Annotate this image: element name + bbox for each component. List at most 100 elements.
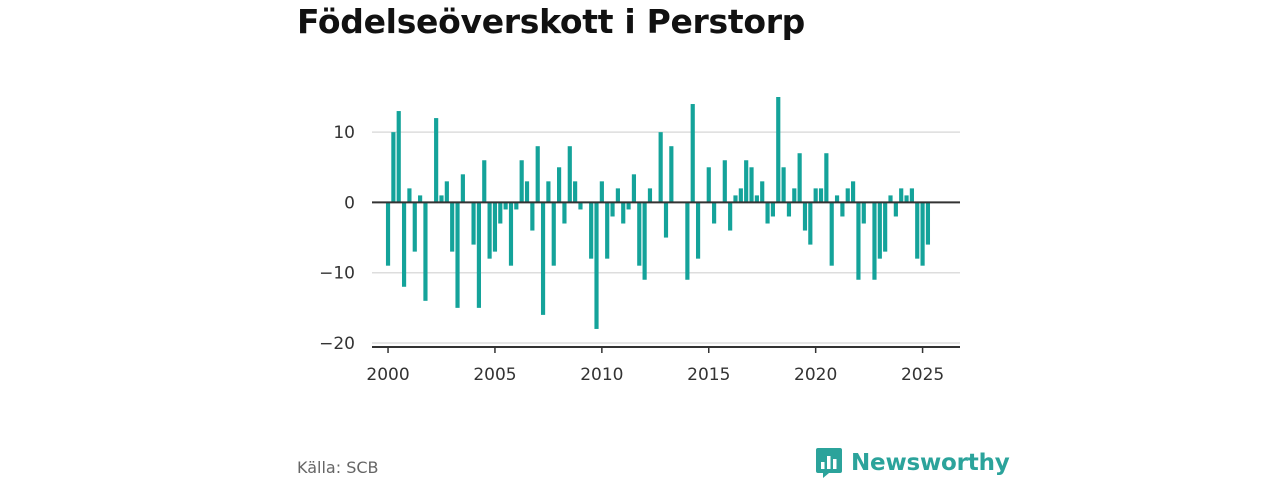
bar	[401, 202, 407, 287]
bar	[797, 153, 802, 203]
bar	[642, 202, 647, 280]
bar	[733, 195, 738, 203]
bar	[770, 202, 775, 217]
bar	[904, 195, 909, 203]
bar	[899, 188, 904, 203]
bar	[792, 188, 797, 203]
bar	[695, 202, 701, 259]
axes	[372, 201, 960, 353]
bar	[471, 202, 476, 245]
bar	[840, 202, 845, 217]
bar	[663, 202, 669, 238]
bar	[589, 202, 594, 259]
bar	[786, 202, 792, 217]
bar	[706, 167, 711, 203]
bar	[712, 202, 717, 224]
tick-labels: 10 0 −10 −20 2000 2005 2010 2015 2020 2025	[319, 123, 944, 385]
bar	[765, 202, 770, 224]
bar	[385, 202, 391, 266]
bar	[535, 146, 540, 203]
bar	[476, 202, 481, 308]
bar	[808, 202, 813, 245]
bar	[423, 202, 428, 301]
bar	[872, 202, 877, 280]
bar	[567, 146, 572, 203]
x-tick-label: 2025	[901, 365, 944, 385]
bars	[385, 97, 931, 329]
bar	[450, 202, 455, 252]
bar	[407, 188, 412, 203]
y-tick-label: −10	[319, 264, 355, 284]
bar	[594, 202, 599, 329]
bar	[813, 188, 818, 203]
x-tick-label: 2000	[366, 365, 409, 385]
bar	[760, 181, 765, 203]
bar	[578, 202, 583, 210]
bar	[530, 202, 535, 231]
bar	[781, 167, 786, 203]
x-tick-label: 2015	[687, 365, 730, 385]
bar	[455, 202, 460, 308]
bar	[818, 188, 824, 203]
bar	[802, 202, 808, 231]
bar-chart-logo-icon	[816, 448, 842, 478]
bar	[631, 174, 637, 203]
bar	[444, 181, 449, 203]
bar	[498, 202, 503, 224]
bar	[487, 202, 492, 259]
bar	[883, 202, 888, 252]
bar	[540, 202, 546, 315]
x-tick-label: 2020	[794, 365, 837, 385]
bar	[909, 188, 914, 203]
bar	[776, 97, 781, 203]
bar	[722, 160, 727, 203]
bar	[888, 195, 893, 203]
gridlines	[372, 131, 960, 344]
bar	[690, 104, 695, 203]
bar	[492, 202, 498, 252]
bar	[621, 202, 626, 224]
bar	[524, 181, 530, 203]
source-note: Källa: SCB	[297, 458, 379, 477]
y-tick-label: −20	[319, 334, 355, 354]
chart-title: Födelseöverskott i Perstorp	[297, 2, 805, 41]
bar	[573, 181, 578, 203]
bar	[546, 181, 551, 203]
bar	[824, 153, 829, 203]
bar	[514, 202, 519, 210]
brand-name: Newsworthy	[851, 450, 1010, 476]
bar	[503, 202, 508, 210]
bar	[396, 111, 401, 203]
bar	[418, 195, 423, 203]
bar	[744, 160, 749, 203]
bar	[647, 188, 653, 203]
bar	[845, 188, 850, 203]
bar	[925, 202, 931, 245]
bar	[829, 202, 834, 266]
bar	[391, 132, 396, 203]
bar	[557, 167, 562, 203]
bar	[482, 160, 487, 203]
x-tick-label: 2010	[580, 365, 623, 385]
bar	[519, 160, 524, 203]
bar	[605, 202, 610, 259]
bar	[920, 202, 925, 266]
bar	[861, 202, 866, 224]
bar	[669, 146, 674, 203]
bar	[412, 202, 417, 252]
bar	[610, 202, 615, 217]
bar	[749, 167, 754, 203]
bar	[738, 188, 743, 203]
brand-logo: Newsworthy	[815, 447, 1010, 479]
bar	[508, 202, 514, 266]
y-tick-label: 0	[344, 193, 355, 213]
bar	[562, 202, 567, 224]
bar	[637, 202, 642, 266]
bar	[893, 202, 898, 217]
bar	[877, 202, 882, 259]
bar	[439, 195, 444, 203]
bar	[851, 181, 856, 203]
x-tick-label: 2005	[473, 365, 516, 385]
bar	[658, 132, 663, 203]
